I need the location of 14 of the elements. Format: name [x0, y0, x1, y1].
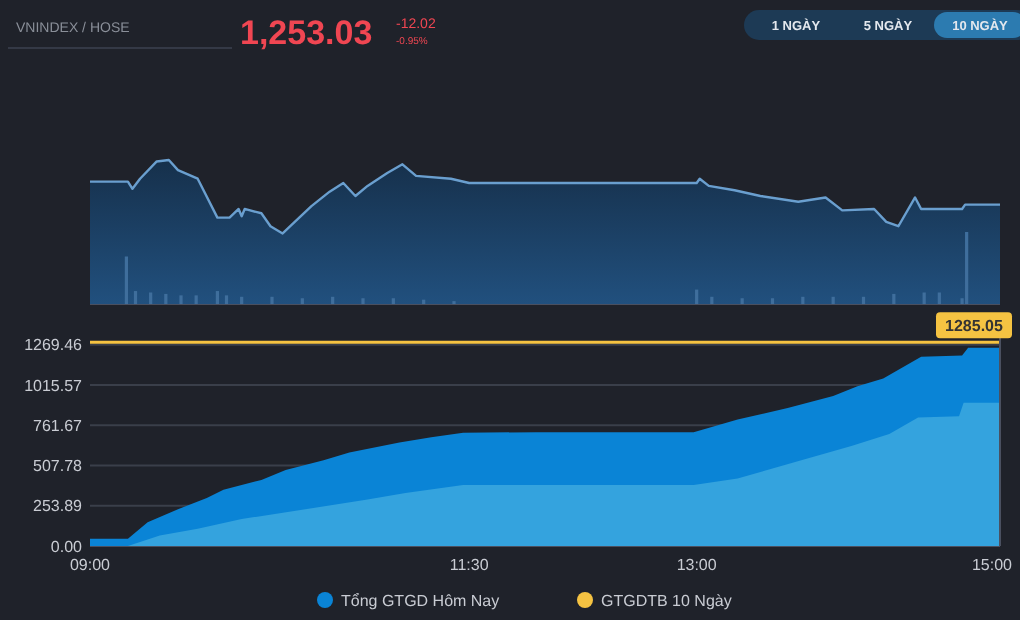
text: 1,253.03: [240, 14, 373, 52]
y-tick-label: 761.67: [33, 416, 84, 435]
y-tick-label: 253.89: [33, 497, 84, 516]
x-tick-label: 09:00: [69, 556, 112, 574]
y-tick-label: 507.78: [33, 457, 84, 476]
y-tick-label: 0.00: [50, 537, 84, 556]
legend-label: GTGDTB 10 Ngày: [601, 591, 732, 610]
y-tick-label: 1015.57: [24, 376, 84, 395]
y-tick-label: 1269.46: [24, 336, 84, 355]
annotation: 1285.05: [945, 316, 1005, 335]
x-tick-label: 11:30: [449, 556, 490, 574]
legend-label: Tổng GTGD Hôm Nay: [341, 591, 500, 610]
x-tick-label: 15:00: [971, 556, 1014, 574]
x-tick-label: 13:00: [676, 556, 718, 574]
